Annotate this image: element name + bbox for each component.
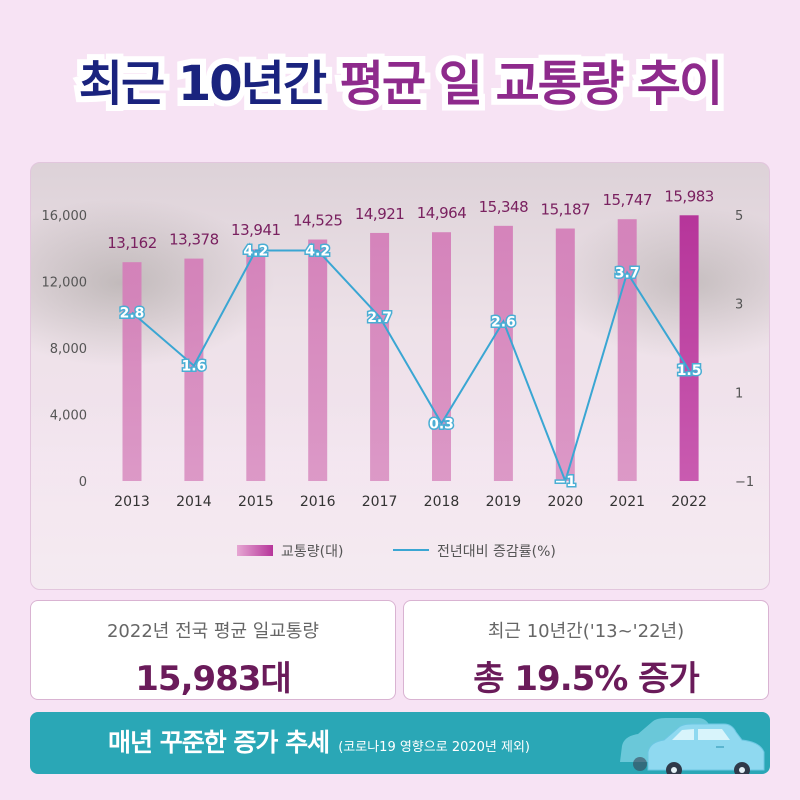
bar bbox=[308, 239, 328, 481]
x-axis-tick: 2017 bbox=[362, 494, 398, 510]
bar-data-label: 14,964 bbox=[417, 204, 467, 222]
line-data-label: 3.7 bbox=[615, 266, 640, 282]
line-data-label: 4.2 bbox=[243, 243, 268, 259]
info-card-growth-value: 총 19.5% 증가 bbox=[473, 659, 699, 699]
line-data-label: 2.8 bbox=[120, 306, 145, 322]
x-axis-tick: 2018 bbox=[424, 494, 460, 510]
x-axis-tick: 2014 bbox=[176, 494, 212, 510]
page-title: 최근 10년간 평균 일 교통량 추이 bbox=[0, 44, 800, 124]
car-icon bbox=[620, 718, 765, 774]
legend-bar-swatch bbox=[237, 545, 273, 556]
right-axis-tick: 3 bbox=[735, 298, 743, 313]
info-card-growth-caption: 최근 10년간('13~'22년) bbox=[487, 621, 685, 642]
bar-data-label: 15,187 bbox=[541, 201, 591, 219]
left-axis-tick: 4,000 bbox=[50, 409, 87, 424]
legend-bar-label: 교통량(대) bbox=[281, 544, 343, 560]
info-card-total: 2022년 전국 평균 일교통량 15,983대 bbox=[30, 600, 396, 700]
line-data-label: 4.2 bbox=[305, 243, 330, 259]
line-data-label: −1 bbox=[555, 474, 576, 490]
banner-note-text: (코로나19 영향으로 2020년 제외) bbox=[338, 740, 530, 755]
left-axis-tick: 8,000 bbox=[50, 342, 87, 357]
info-card-growth: 최근 10년간('13~'22년) 총 19.5% 증가 bbox=[403, 600, 769, 700]
bar bbox=[617, 219, 637, 481]
info-card-total-value: 15,983대 bbox=[135, 659, 291, 699]
bar-data-label: 13,378 bbox=[169, 231, 219, 249]
x-axis-tick: 2015 bbox=[238, 494, 274, 510]
right-axis-tick: 1 bbox=[735, 386, 743, 401]
growth-rate-line bbox=[131, 249, 690, 485]
title-part1: 최근 10년간 bbox=[73, 50, 333, 118]
bar bbox=[122, 262, 142, 481]
banner-main-text: 매년 꾸준한 증가 추세 bbox=[108, 728, 330, 757]
line-data-label: 2.7 bbox=[367, 310, 392, 326]
title-part2: 평균 일 교통량 추이 bbox=[334, 50, 729, 118]
bar-data-label: 15,747 bbox=[602, 191, 652, 209]
bar bbox=[555, 228, 575, 481]
bar bbox=[184, 258, 204, 481]
info-card-total-caption: 2022년 전국 평균 일교통량 bbox=[106, 621, 319, 642]
legend-line-label: 전년대비 증감률(%) bbox=[437, 544, 556, 560]
right-axis-tick: 5 bbox=[735, 209, 743, 224]
bar bbox=[370, 232, 390, 481]
x-axis-tick: 2022 bbox=[671, 494, 707, 510]
line-data-label: 1.6 bbox=[181, 359, 206, 375]
x-axis-tick: 2021 bbox=[609, 494, 645, 510]
bar-data-label: 14,921 bbox=[355, 205, 405, 223]
line-data-label: 2.6 bbox=[491, 314, 516, 330]
chart-background bbox=[31, 163, 769, 589]
summary-banner: 매년 꾸준한 증가 추세 (코로나19 영향으로 2020년 제외) bbox=[30, 712, 770, 774]
bar bbox=[493, 225, 513, 481]
left-axis-tick: 16,000 bbox=[42, 209, 88, 224]
right-axis-tick: −1 bbox=[735, 475, 754, 490]
left-axis-tick: 12,000 bbox=[42, 276, 88, 291]
bar-data-label: 15,348 bbox=[479, 198, 529, 216]
bar-data-label: 13,941 bbox=[231, 221, 281, 239]
bar bbox=[432, 232, 451, 481]
x-axis-tick: 2020 bbox=[547, 494, 583, 510]
bar-data-label: 14,525 bbox=[293, 212, 343, 230]
x-axis-tick: 2013 bbox=[114, 494, 150, 510]
bar bbox=[679, 215, 699, 481]
left-axis-tick: 0 bbox=[79, 475, 87, 490]
chart-card: 0 4,000 8,000 12,000 16,000 −1 1 3 5 13,162 13,378… bbox=[30, 162, 770, 590]
traffic-chart: 0 4,000 8,000 12,000 16,000 −1 1 3 5 13,162 13,378… bbox=[42, 187, 755, 560]
bar-data-label: 15,983 bbox=[664, 187, 714, 205]
bar-data-label: 13,162 bbox=[107, 234, 157, 252]
x-axis-tick: 2019 bbox=[486, 494, 522, 510]
banner-text: 매년 꾸준한 증가 추세 (코로나19 영향으로 2020년 제외) bbox=[108, 712, 530, 774]
bar bbox=[246, 249, 266, 481]
x-axis-tick: 2016 bbox=[300, 494, 336, 510]
line-data-label: 1.5 bbox=[677, 363, 702, 379]
line-data-label: 0.3 bbox=[429, 416, 454, 432]
